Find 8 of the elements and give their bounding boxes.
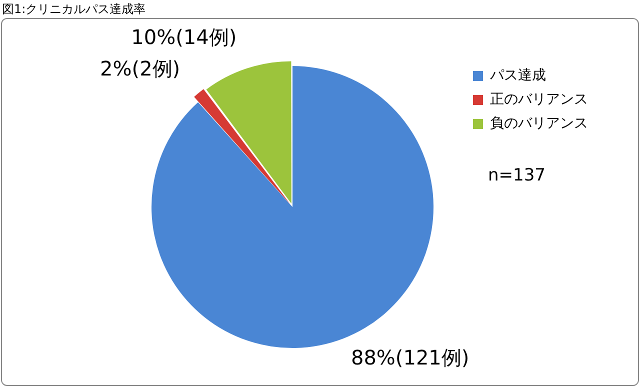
data-label: 88%(121例) <box>350 345 470 370</box>
data-label: 2%(2例) <box>100 56 180 80</box>
data-label: 10%(14例) <box>131 25 237 50</box>
legend-label: 正のバリアンス <box>490 92 588 108</box>
legend-label: パス達成 <box>489 68 546 84</box>
text: n=137 <box>488 165 546 186</box>
chart-title: 図1:クリニカルパス達成率 <box>1 1 147 18</box>
legend-label: 負のバリアンス <box>490 116 588 132</box>
